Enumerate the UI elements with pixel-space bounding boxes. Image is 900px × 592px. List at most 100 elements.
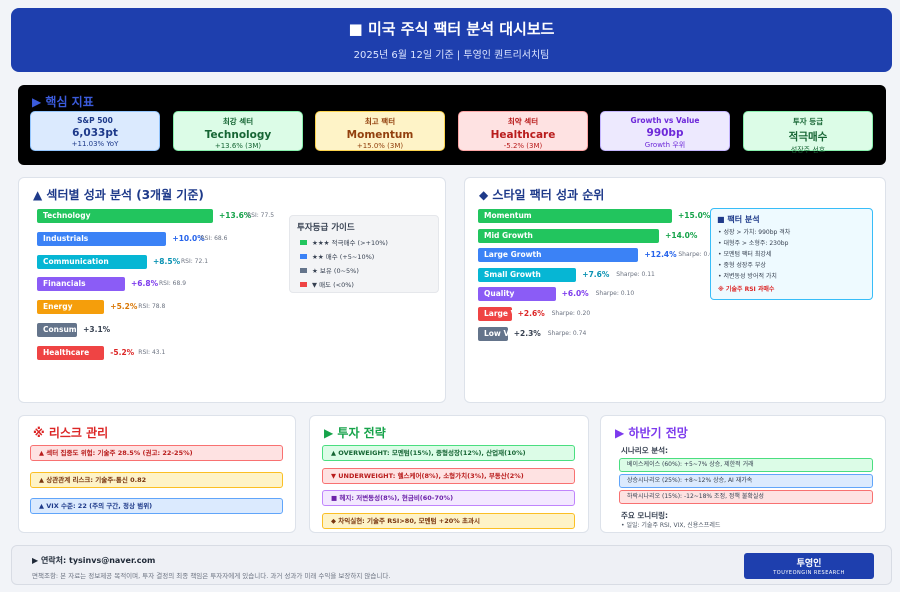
sector-bar: Technology — [37, 209, 213, 223]
kpi-sub: Growth 우위 — [644, 141, 686, 149]
kpi-value: Healthcare — [490, 129, 556, 141]
factor-analysis-item: • 대형주 > 소형주: 230bp — [718, 240, 789, 247]
style-bar: Large Value — [478, 307, 512, 321]
sector-rsi: RSI: 68.9 — [159, 280, 187, 288]
strategy-panel-title: ▶ 투자 전략 — [324, 426, 386, 440]
sector-rsi: RSI: 43.1 — [138, 348, 166, 356]
kpi-value: 적극매수 — [788, 131, 828, 143]
kpi-card: Growth vs Value 990bp Growth 우위 — [600, 111, 730, 151]
kpi-label: 최고 팩터 — [364, 117, 396, 126]
kpi-value: Technology — [204, 129, 272, 141]
rating-guide: 투자등급 가이드 ★★★ 적극매수 (>+10%) ★★ 매수 (+5~10%) ★… — [289, 215, 439, 293]
sector-bar: Healthcare — [37, 345, 105, 360]
sector-value: +5.2% — [110, 302, 138, 312]
kpi-card: 최고 팩터 Momentum +15.0% (3M) — [315, 111, 445, 151]
strategy-item: ◆ 차익실현: 기술주 RSI>80, 모멘텀 +20% 초과시 — [322, 512, 575, 529]
kpi-value: 6,033pt — [72, 127, 118, 139]
kpi-section: ▶ 핵심 지표 S&P 500 6,033pt +11.03% YoY 최강 섹터 Te… — [18, 85, 886, 165]
risk-item: ▲ 섹터 집중도 위험: 기술주 28.5% (권고: 22-25%) — [30, 445, 283, 461]
legend-swatch — [300, 281, 307, 287]
sector-value: +8.5% — [153, 256, 181, 266]
kpi-value: Momentum — [346, 129, 414, 141]
sector-bar: Industrials — [37, 231, 167, 246]
kpi-card: 최약 섹터 Healthcare -5.2% (3M) — [458, 111, 588, 151]
rating-guide-text: ★ 보유 (0~5%) — [312, 267, 359, 275]
rating-guide-item: ▼ 매도 (<0%) — [300, 279, 438, 289]
scenario-item: 상승시나리오 (25%): +8~12% 상승, AI 재가속 — [619, 474, 873, 488]
factor-analysis-item: • 모멘텀 팩터 최강세 — [718, 251, 772, 258]
legend-swatch — [300, 239, 307, 245]
factor-analysis-box: ■ 팩터 분석 • 성장 > 가치: 990bp 격차 • 대형주 > 소형주: … — [710, 208, 873, 300]
kpi-section-title: ▶ 핵심 지표 — [32, 95, 94, 109]
factor-analysis-item: • 저변동성 방어적 가치 — [718, 273, 777, 280]
rating-guide-item: ★★★ 적극매수 (>+10%) — [300, 237, 438, 247]
legend-swatch — [300, 253, 307, 259]
style-value: +2.3% — [513, 328, 541, 338]
sector-rsi: RSI: 68.6 — [200, 234, 228, 242]
sector-bar: Financials — [37, 277, 125, 292]
style-value: +7.6% — [582, 269, 610, 279]
kpi-label: 최약 섹터 — [507, 117, 539, 126]
sector-bar: Communication — [37, 254, 147, 269]
factor-analysis-item: • 성장 > 가치: 990bp 격차 — [718, 229, 791, 236]
contact-email[interactable]: ▶ 연락처: tysinvs@naver.com — [32, 556, 156, 565]
factor-analysis-title: ■ 팩터 분석 — [717, 215, 760, 224]
legend-swatch — [300, 267, 307, 273]
style-sharpe: Sharpe: 0.74 — [547, 329, 587, 337]
style-panel-title: ◆ 스타일 팩터 성과 순위 — [479, 188, 605, 202]
kpi-card: 최강 섹터 Technology +13.6% (3M) — [173, 111, 303, 151]
sector-rsi: RSI: 72.1 — [181, 257, 209, 265]
rating-guide-text: ★★★ 적극매수 (>+10%) — [312, 239, 388, 247]
kpi-card: S&P 500 6,033pt +11.03% YoY — [30, 111, 160, 151]
footer: ▶ 연락처: tysinvs@naver.com 면책조항: 본 자료는 정보제… — [11, 545, 892, 585]
strategy-item: ■ 헤지: 저변동성(8%), 현금비(60-70%) — [322, 490, 575, 506]
risk-panel-title: ※ 리스크 관리 — [33, 426, 109, 440]
style-sharpe: Sharpe: 0.11 — [616, 270, 655, 278]
style-bar: Low Volatility — [478, 326, 508, 341]
risk-item: ▲ 상관관계 리스크: 기술주-통신 0.82 — [30, 471, 283, 488]
rating-guide-text: ★★ 매수 (+5~10%) — [312, 253, 375, 261]
style-bar: Momentum — [478, 209, 672, 223]
style-bar: Quality — [478, 287, 556, 302]
sector-value: -5.2% — [110, 347, 135, 357]
style-bar: Small Growth — [478, 267, 577, 282]
scenario-heading: 시나리오 분석: — [621, 446, 669, 455]
dashboard-title: ■ 미국 주식 팩터 분석 대시보드 — [348, 20, 555, 38]
strategy-item: ▼ UNDERWEIGHT: 헬스케어(8%), 소형가치(3%), 부동산(2… — [322, 467, 575, 484]
kpi-sub: +15.0% (3M) — [356, 142, 404, 150]
sector-rsi: RSI: 78.8 — [138, 303, 166, 311]
kpi-sub: -5.2% (3M) — [503, 142, 543, 150]
sector-value: +6.8% — [131, 279, 159, 289]
outlook-panel-title: ▶ 하반기 전망 — [615, 426, 688, 440]
rating-guide-title: 투자등급 가이드 — [297, 223, 355, 233]
kpi-label: 최강 섹터 — [222, 117, 254, 126]
sector-value: +3.1% — [83, 325, 111, 334]
style-value: +14.0% — [665, 230, 698, 240]
brand-logo: 투영인 TOUYEONGIN RESEARCH — [744, 553, 874, 579]
kpi-label: Growth vs Value — [630, 116, 700, 125]
kpi-label: S&P 500 — [77, 116, 113, 125]
sector-bar: Energy — [37, 300, 105, 315]
style-sharpe: Sharpe: 0.20 — [551, 310, 591, 317]
disclaimer: 면책조항: 본 자료는 정보제공 목적이며, 투자 결정의 최종 책임은 투자자… — [32, 572, 391, 580]
rating-guide-item: ★★ 매수 (+5~10%) — [300, 251, 438, 261]
kpi-sub: +13.6% (3M) — [214, 142, 262, 150]
style-bar: Mid Growth — [478, 228, 660, 243]
kpi-value: 990bp — [646, 127, 684, 139]
style-bar: Large Growth — [478, 248, 639, 263]
sector-rsi: RSI: 77.5 — [247, 212, 275, 219]
factor-warning: ※ 기술주 RSI 과매수 — [718, 286, 775, 293]
brand-name: 투영인 — [796, 559, 822, 569]
scenario-item: 하락시나리오 (15%): -12~18% 조정, 정책 불확실성 — [619, 490, 873, 504]
style-sharpe: Sharpe: 0.10 — [595, 290, 635, 298]
kpi-sub: +11.03% YoY — [71, 140, 119, 148]
rating-guide-item: ★ 보유 (0~5%) — [300, 265, 438, 275]
monitor-heading: 주요 모니터링: — [621, 511, 669, 520]
kpi-label: 투자 등급 — [792, 117, 824, 126]
style-sharpe: Sharpe: 0.62 — [678, 251, 717, 259]
sector-value: +10.0% — [172, 233, 205, 243]
scenario-item: 베이스케이스 (60%): +5~7% 상승, 제한적 거래 — [619, 458, 873, 472]
style-value: +12.4% — [644, 250, 677, 260]
dashboard-header: ■ 미국 주식 팩터 분석 대시보드 2025년 6월 12일 기준 | 투영인… — [11, 8, 892, 72]
rating-guide-text: ▼ 매도 (<0%) — [312, 281, 354, 289]
